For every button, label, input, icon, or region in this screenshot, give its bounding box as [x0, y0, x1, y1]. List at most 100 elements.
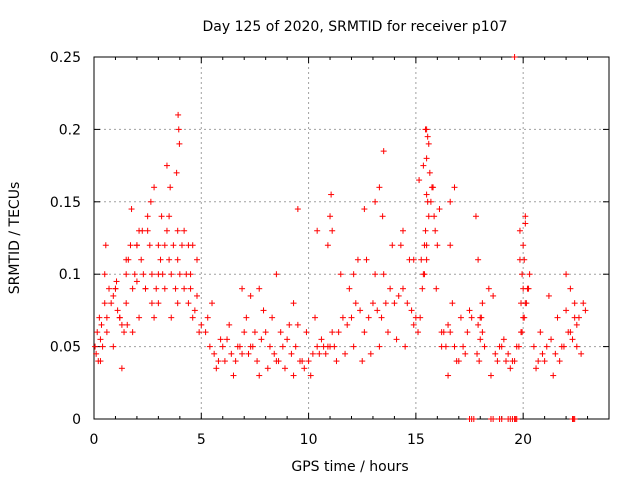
data-point [305, 358, 312, 365]
data-point [158, 213, 165, 220]
data-point [316, 350, 323, 357]
data-point [519, 271, 526, 278]
data-point [254, 358, 261, 365]
data-point [447, 242, 454, 249]
data-point [434, 242, 441, 249]
data-point [354, 256, 361, 263]
y-tick-label: 0 [72, 412, 81, 428]
data-point [563, 307, 570, 314]
data-point [571, 314, 578, 321]
data-point [516, 227, 523, 234]
data-point [251, 329, 258, 336]
data-point [425, 140, 432, 147]
data-point [378, 314, 385, 321]
data-point [475, 256, 482, 263]
data-point [520, 285, 527, 292]
data-point [545, 292, 552, 299]
data-point [211, 350, 218, 357]
data-point [359, 358, 366, 365]
y-tick-label: 0.25 [50, 50, 81, 66]
data-point [539, 350, 546, 357]
data-point [213, 365, 220, 372]
axis-ticks [93, 56, 609, 420]
data-point [97, 358, 104, 365]
data-point [380, 271, 387, 278]
data-point [221, 358, 228, 365]
data-point [350, 343, 357, 350]
data-point [294, 206, 301, 213]
data-point [424, 198, 431, 205]
data-point [335, 329, 342, 336]
data-point [350, 271, 357, 278]
data-point [369, 300, 376, 307]
data-point [571, 416, 578, 422]
data-point [230, 372, 237, 379]
data-point [189, 242, 196, 249]
data-point [277, 329, 284, 336]
data-point [525, 285, 532, 292]
data-point [110, 292, 117, 299]
data-point [147, 198, 154, 205]
data-point [309, 350, 316, 357]
data-point [157, 256, 164, 263]
data-point [573, 343, 580, 350]
data-point [159, 271, 166, 278]
data-point [239, 350, 246, 357]
data-point [110, 343, 117, 350]
data-point [189, 314, 196, 321]
x-tick-label: 10 [300, 432, 318, 448]
data-point [294, 321, 301, 328]
data-point [548, 336, 555, 343]
data-point [333, 358, 340, 365]
data-point [163, 162, 170, 169]
data-point [151, 314, 158, 321]
data-point [519, 329, 526, 336]
data-point [500, 336, 507, 343]
data-point [361, 206, 368, 213]
data-point [428, 184, 435, 191]
data-point [380, 148, 387, 155]
data-point [172, 285, 179, 292]
data-point [322, 350, 329, 357]
data-point [148, 300, 155, 307]
data-point [415, 329, 422, 336]
data-point [476, 358, 483, 365]
data-point [554, 314, 561, 321]
data-point [376, 343, 383, 350]
data-point [245, 350, 252, 357]
data-point [462, 350, 469, 357]
data-point [449, 300, 456, 307]
data-point [138, 256, 145, 263]
data-point [426, 169, 433, 176]
data-point [445, 372, 452, 379]
data-point [99, 343, 106, 350]
data-point [103, 329, 110, 336]
data-point [424, 133, 431, 140]
data-point [580, 300, 587, 307]
data-point [563, 271, 570, 278]
data-point [348, 314, 355, 321]
data-point [487, 372, 494, 379]
data-point [374, 307, 381, 314]
data-point [292, 343, 299, 350]
data-point [266, 343, 273, 350]
data-point [440, 329, 447, 336]
data-point [466, 307, 473, 314]
data-point [395, 292, 402, 299]
data-point [328, 191, 335, 198]
data-point [420, 162, 427, 169]
data-point [106, 285, 113, 292]
data-point [346, 285, 353, 292]
data-point [144, 227, 151, 234]
data-point [387, 285, 394, 292]
data-point [573, 321, 580, 328]
data-point [410, 256, 417, 263]
data-point [307, 372, 314, 379]
data-point [153, 285, 160, 292]
data-point [423, 155, 430, 162]
data-point [273, 358, 280, 365]
data-point [420, 271, 427, 278]
data-point [515, 343, 522, 350]
data-point [464, 329, 471, 336]
data-point [262, 329, 269, 336]
